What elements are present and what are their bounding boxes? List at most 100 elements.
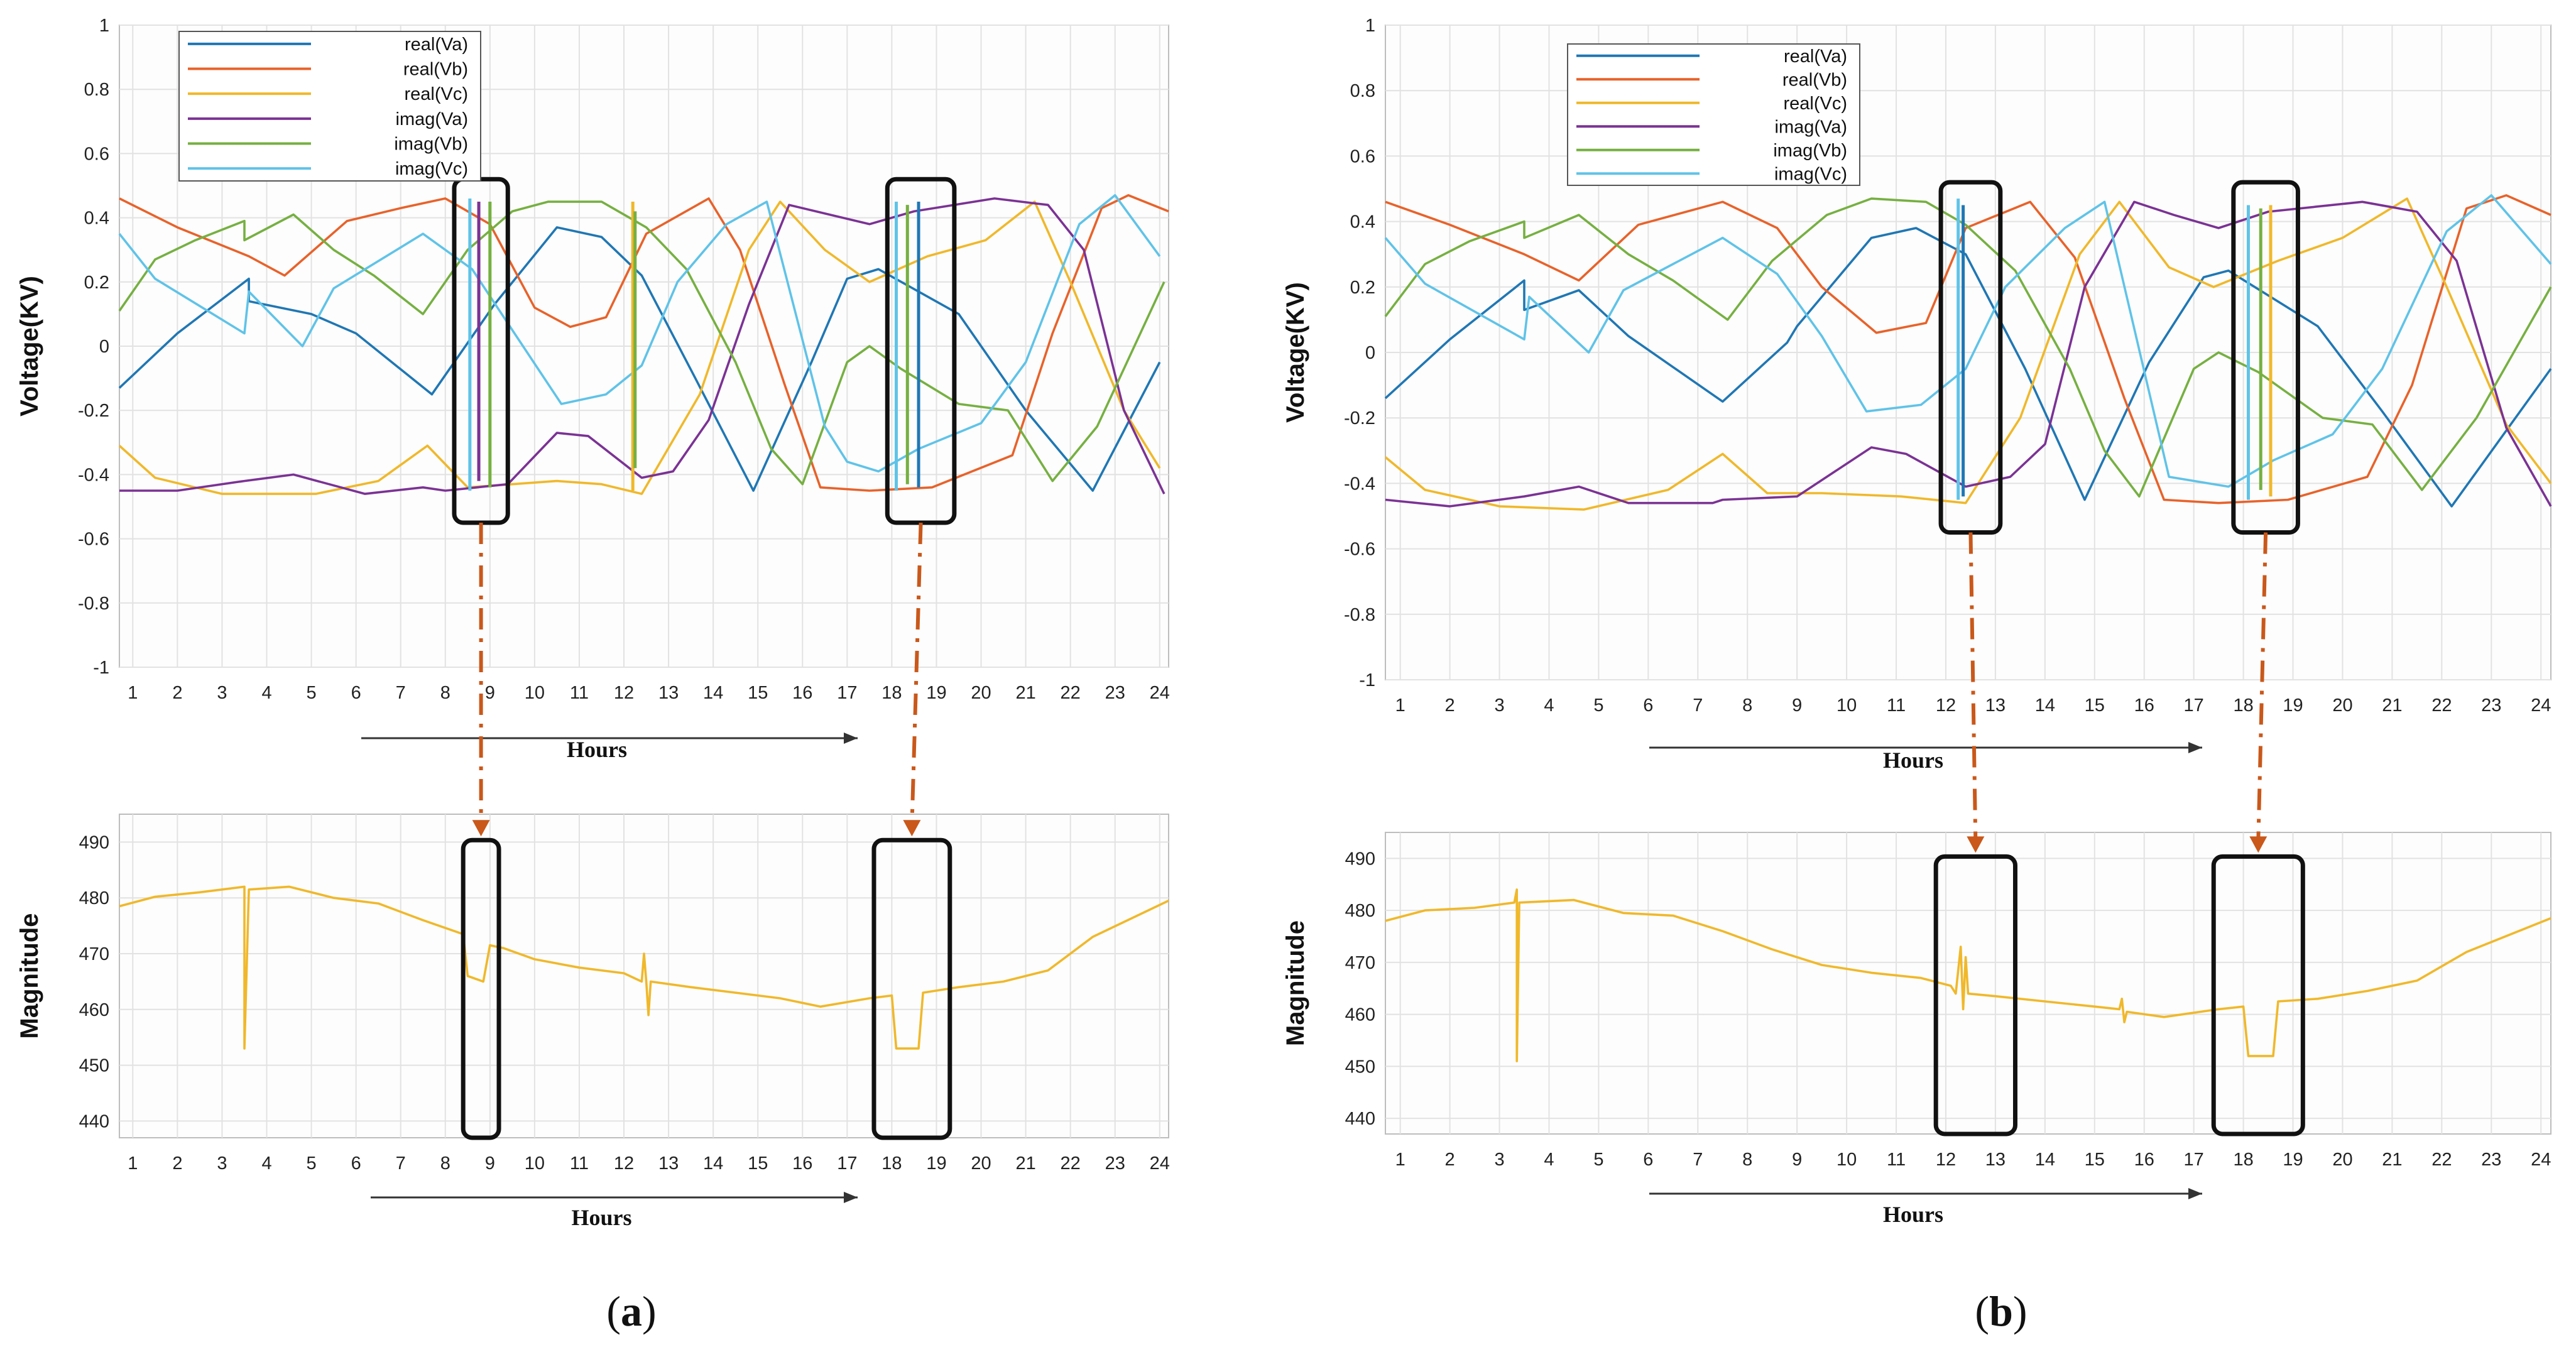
legend-label: imag(Va) <box>396 109 469 129</box>
x-tick-label: 12 <box>614 683 634 703</box>
x-tick-label: 7 <box>1693 695 1703 716</box>
y-axis-label: Magnitude <box>1282 920 1309 1046</box>
panel-b-letter: b <box>1989 1287 2013 1335</box>
y-tick-label: -0.2 <box>1344 408 1375 428</box>
y-tick-label: 0 <box>1365 343 1375 363</box>
x-tick-label: 11 <box>1887 1150 1906 1170</box>
y-tick-label: 450 <box>1345 1057 1375 1077</box>
chart-3: 10.80.60.40.20-0.2-0.4-0.6-0.8-11 2 3 4 5 6 7 8… <box>1282 16 2552 773</box>
x-tick-label: 12 <box>614 1153 634 1174</box>
x-tick-label: 21 <box>2382 695 2402 716</box>
x-axis-arrow-head <box>844 733 858 744</box>
x-tick-label: 7 <box>1693 1150 1703 1170</box>
series-line-real-va <box>1384 227 2552 508</box>
x-tick-label: 14 <box>703 1153 723 1174</box>
x-tick-label: 21 <box>1015 683 1035 703</box>
x-tick-label: 5 <box>1593 1150 1603 1170</box>
y-tick-label: 0.8 <box>84 80 109 100</box>
y-tick-label: -0.4 <box>78 465 109 485</box>
y-tick-label: 470 <box>1345 953 1375 973</box>
x-tick-label: 14 <box>703 683 723 703</box>
charts-layer: 10.80.60.40.20-0.2-0.4-0.6-0.8-11 2 3 4 5 6 7 8… <box>16 16 2552 1230</box>
x-tick-label: 18 <box>881 1153 902 1174</box>
x-tick-label: 1 <box>128 1153 138 1174</box>
legend: real(Va) real(Vb) real(Vc) imag(Va) imag(Vb)… <box>178 31 481 182</box>
x-tick-label: 13 <box>658 1153 679 1174</box>
legend-label: imag(Vb) <box>394 134 468 155</box>
x-axis-label: Hours <box>567 737 627 762</box>
connector-arrowhead <box>1967 836 1985 853</box>
x-tick-label: 2 <box>1445 1150 1455 1170</box>
x-tick-label: 14 <box>2035 1150 2055 1170</box>
highlight-window <box>2211 854 2305 1136</box>
x-tick-label: 24 <box>2531 1150 2551 1170</box>
y-tick-label: 440 <box>79 1111 109 1131</box>
x-tick-label: 8 <box>440 1153 450 1174</box>
x-tick-label: 17 <box>837 1153 857 1174</box>
x-tick-label: 15 <box>2085 695 2105 716</box>
x-tick-label: 22 <box>2431 1150 2452 1170</box>
x-axis-label: Hours <box>1883 748 1943 773</box>
x-tick-label: 6 <box>1643 695 1653 716</box>
y-tick-label: 1 <box>1365 16 1375 36</box>
x-tick-label: 24 <box>2531 695 2551 716</box>
y-tick-label: -1 <box>93 658 109 678</box>
y-tick-label: 490 <box>1345 849 1375 869</box>
panel-a-letter: a <box>621 1287 642 1335</box>
x-tick-label: 16 <box>792 1153 812 1174</box>
y-tick-label: 450 <box>79 1056 109 1076</box>
x-axis-arrow-head <box>2188 1188 2202 1199</box>
x-tick-label: 15 <box>2085 1150 2105 1170</box>
x-tick-label: 11 <box>570 683 589 703</box>
connector-arrowhead <box>2249 836 2268 853</box>
x-tick-label: 4 <box>1544 1150 1554 1170</box>
x-tick-label: 22 <box>1061 1153 1081 1174</box>
highlight-window <box>871 837 952 1140</box>
x-tick-label: 2 <box>172 1153 182 1174</box>
connector-arrowhead <box>903 820 921 837</box>
y-tick-label: 0.2 <box>84 273 109 293</box>
plot-area <box>119 814 1169 1138</box>
x-tick-label: 19 <box>2283 1150 2303 1170</box>
x-tick-label: 3 <box>1494 1150 1504 1170</box>
x-tick-label: 18 <box>881 683 902 703</box>
x-tick-label: 1 <box>128 683 138 703</box>
x-tick-label: 5 <box>1593 695 1603 716</box>
x-tick-label: 8 <box>1742 1150 1752 1170</box>
series-line-magnitude <box>119 885 1169 1050</box>
x-tick-label: 2 <box>172 683 182 703</box>
x-tick-label: 20 <box>971 1153 991 1174</box>
x-tick-label: 3 <box>1494 695 1504 716</box>
x-tick-label: 10 <box>525 1153 545 1174</box>
series-line-imag-vb <box>118 200 1165 486</box>
legend: real(Va) real(Vb) real(Vc) imag(Va) imag(Vb)… <box>1567 43 1860 186</box>
x-tick-label: 19 <box>926 1153 946 1174</box>
y-tick-label: 460 <box>79 1000 109 1020</box>
y-tick-label: -0.6 <box>78 530 109 550</box>
x-tick-label: 24 <box>1150 683 1170 703</box>
x-tick-label: 13 <box>658 683 679 703</box>
x-tick-label: 9 <box>1792 695 1802 716</box>
x-tick-label: 16 <box>2134 695 2154 716</box>
y-tick-label: 490 <box>79 832 109 853</box>
dash-dot-connector <box>2256 532 2268 842</box>
series-line-real-vb <box>119 194 1169 492</box>
dash-dot-connector <box>910 522 923 826</box>
x-tick-label: 22 <box>1061 683 1081 703</box>
x-tick-label: 1 <box>1395 695 1405 716</box>
legend-label: real(Vc) <box>404 84 468 104</box>
x-tick-label: 3 <box>217 1153 227 1174</box>
x-tick-label: 23 <box>1105 1153 1125 1174</box>
y-axis-label: Magnitude <box>16 913 43 1039</box>
x-tick-label: 9 <box>485 1153 495 1174</box>
legend-box <box>1567 43 1860 186</box>
highlight-window <box>1938 180 2003 535</box>
y-tick-label: 0.6 <box>84 144 109 164</box>
x-tick-label: 11 <box>570 1153 589 1174</box>
panel-a-caption: (a) <box>606 1287 656 1335</box>
chart-1: 10.80.60.40.20-0.2-0.4-0.6-0.8-11 2 3 4 5 6 7 8… <box>16 16 1170 762</box>
x-tick-label: 10 <box>1836 695 1857 716</box>
y-tick-label: -0.8 <box>78 594 109 614</box>
